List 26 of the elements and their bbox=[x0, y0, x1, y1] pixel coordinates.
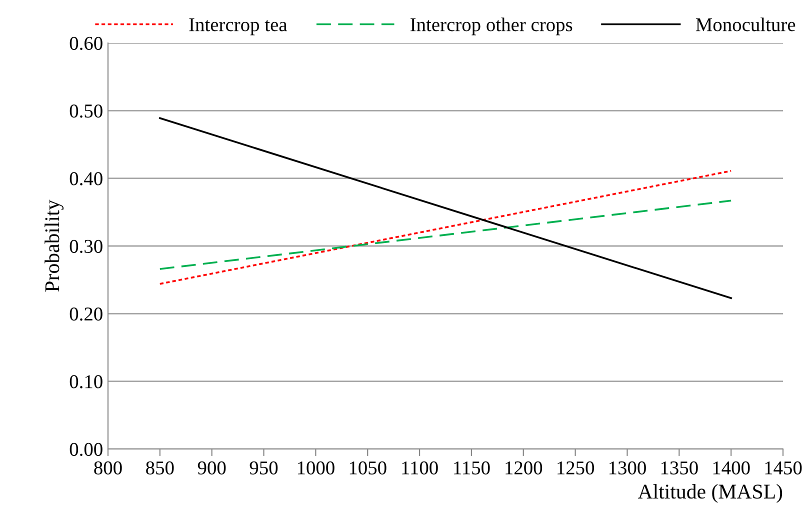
x-tick-label: 1350 bbox=[661, 461, 698, 474]
x-tick-label: 1150 bbox=[454, 461, 490, 474]
legend-label: Monoculture bbox=[696, 18, 796, 32]
x-tick-label: 1450 bbox=[765, 461, 802, 474]
x-tick-label: 1300 bbox=[609, 461, 646, 474]
x-tick-label: 1200 bbox=[506, 461, 542, 474]
x-tick-label: 1400 bbox=[713, 461, 750, 474]
y-tick-label: 0.10 bbox=[70, 375, 102, 388]
y-tick-label: 0.40 bbox=[70, 172, 102, 186]
y-tick-label: 0.30 bbox=[70, 240, 102, 254]
y-axis-title: Probability bbox=[44, 200, 64, 292]
x-tick-label: 950 bbox=[250, 461, 278, 474]
x-tick-label: 1050 bbox=[350, 461, 386, 474]
x-tick-label: 900 bbox=[198, 461, 226, 474]
y-tick-label: 0.60 bbox=[70, 36, 102, 50]
x-tick-label: 1100 bbox=[402, 461, 438, 474]
y-tick-label: 0.20 bbox=[70, 307, 102, 321]
legend-label: Intercrop other crops bbox=[410, 18, 572, 36]
x-tick-label: 1000 bbox=[298, 461, 334, 474]
x-tick-label: 1250 bbox=[558, 461, 594, 474]
y-tick-label: 0.00 bbox=[70, 442, 102, 456]
x-tick-label: 800 bbox=[94, 461, 122, 474]
x-axis-title: Altitude (MASL) bbox=[638, 484, 782, 503]
legend-label: Intercrop tea bbox=[189, 18, 288, 36]
x-tick-label: 850 bbox=[146, 461, 174, 474]
y-tick-label: 0.50 bbox=[70, 104, 102, 118]
